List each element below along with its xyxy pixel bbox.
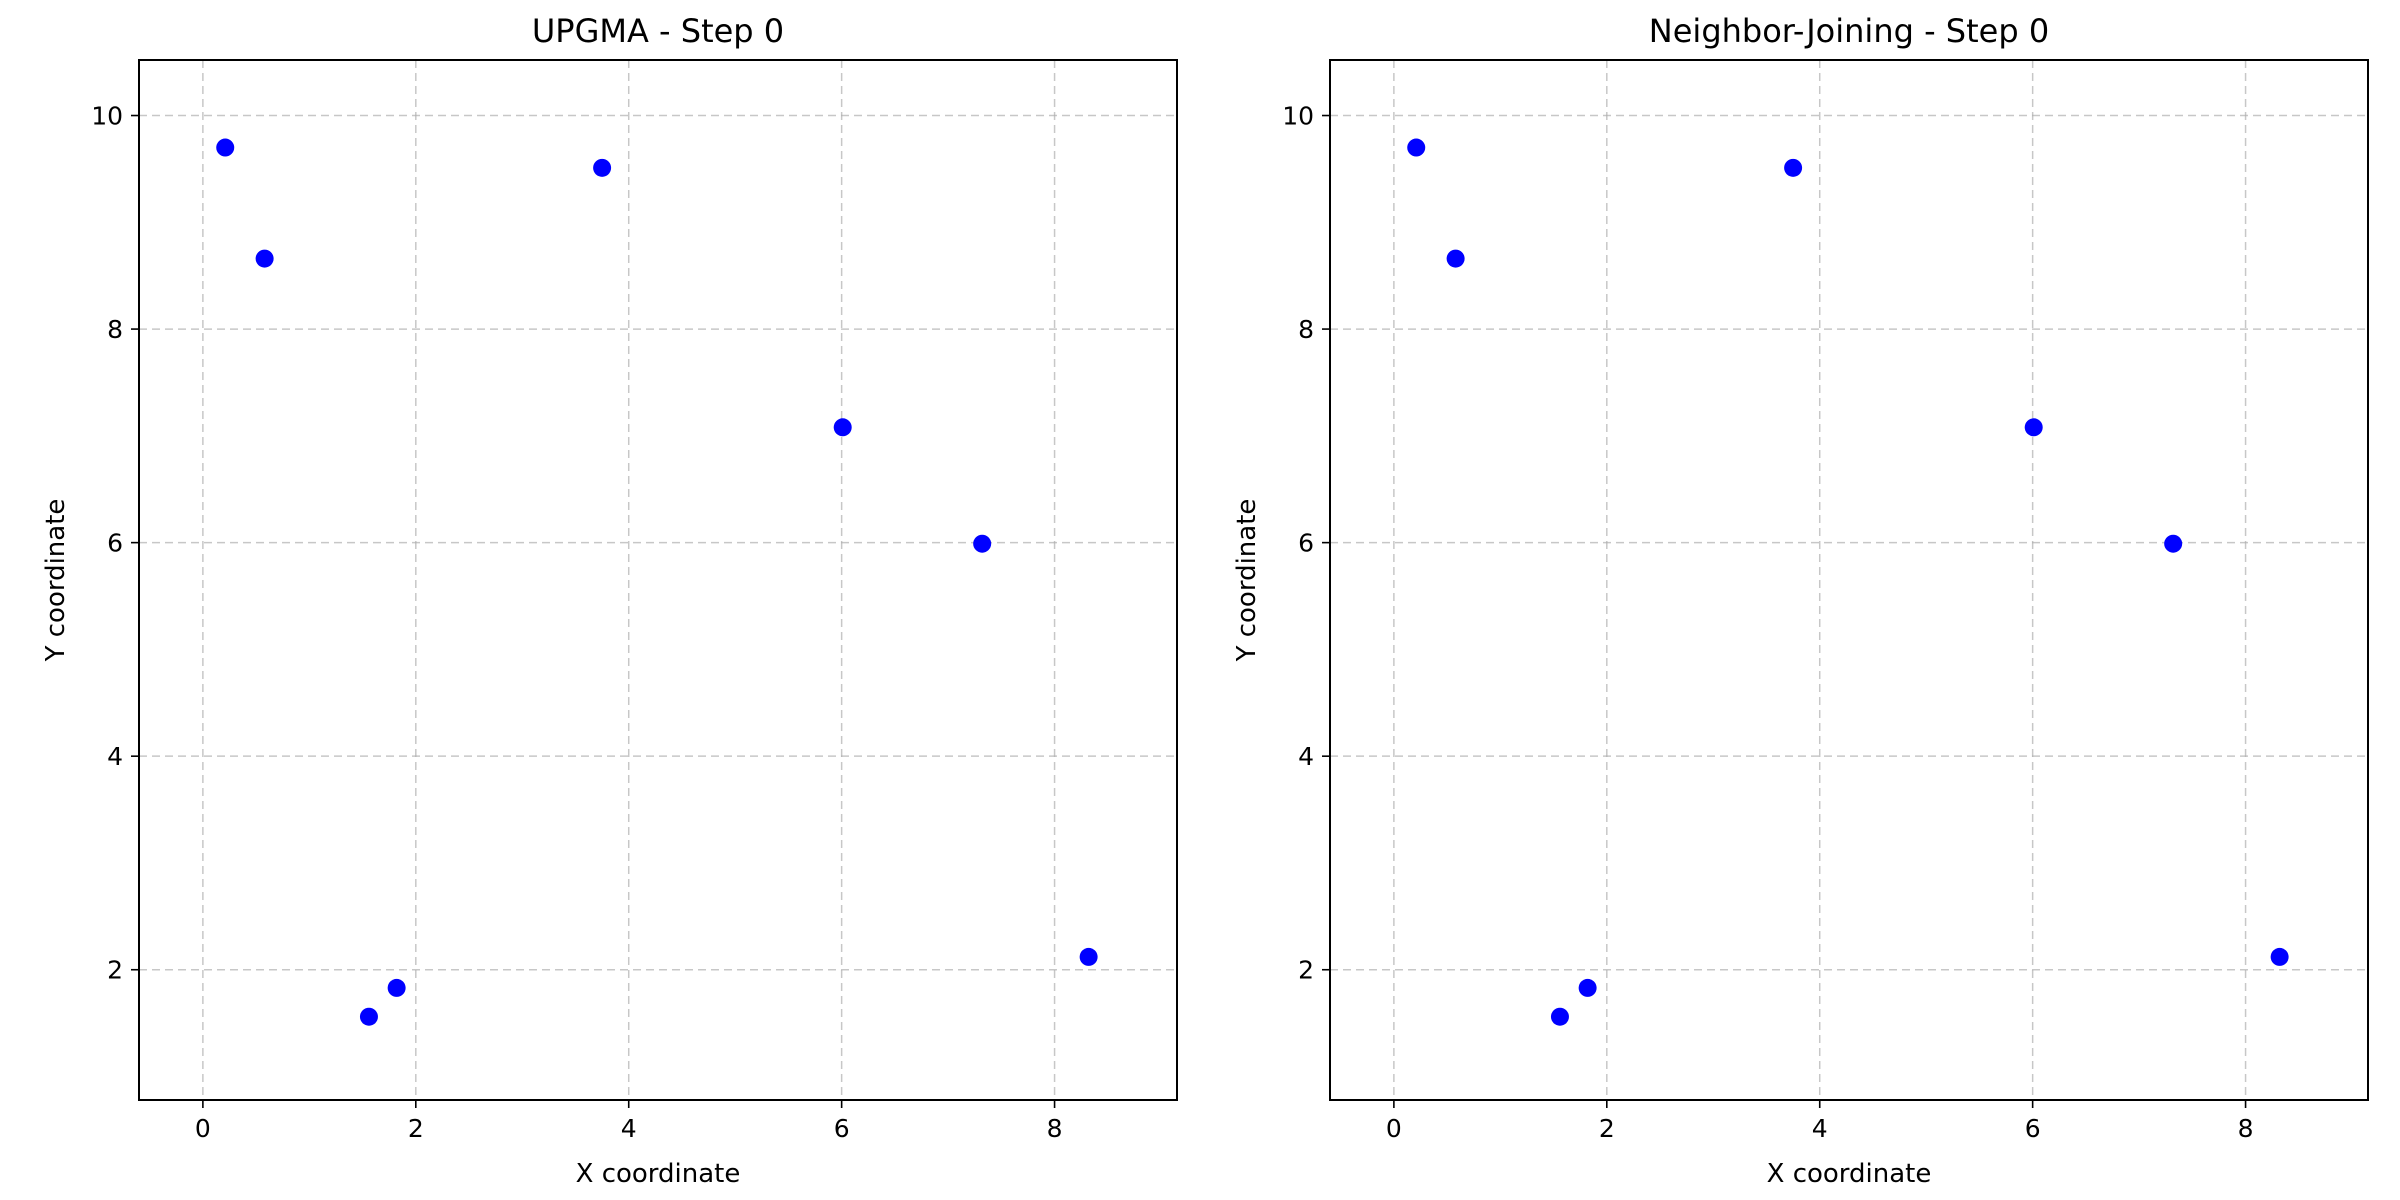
y-tick-label: 10: [91, 102, 123, 131]
y-tick-label: 2: [1298, 956, 1314, 985]
plot-frame: [138, 59, 1178, 1101]
data-point: [833, 418, 852, 437]
grid-layer: [139, 60, 1177, 1100]
data-point: [1446, 249, 1465, 268]
y-axis-label: Y coordinate: [1232, 499, 1262, 663]
data-point: [216, 138, 235, 157]
y-tick-label: 8: [1298, 315, 1314, 344]
chart-neighbor-joining: 0 2 4 6 8 2 4 6 8 10 Neighbor-Joining - Step 0 X …: [1232, 12, 2369, 1189]
x-tick-label: 2: [1599, 1114, 1615, 1143]
data-point: [1407, 138, 1426, 157]
x-tick-label: 6: [834, 1114, 850, 1143]
y-tick-label: 4: [107, 742, 123, 771]
x-tick-label: 0: [195, 1114, 211, 1143]
x-tick-label: 0: [1386, 1114, 1402, 1143]
data-point: [2164, 534, 2183, 553]
data-point: [359, 1007, 378, 1026]
data-point: [255, 249, 274, 268]
y-tick-label: 2: [107, 956, 123, 985]
y-tick-label: 6: [1298, 529, 1314, 558]
data-point: [973, 534, 992, 553]
x-tick-label: 4: [621, 1114, 637, 1143]
ticks-layer: 0 2 4 6 8 2 4 6 8 10: [91, 102, 1062, 1143]
y-tick-label: 10: [1282, 102, 1314, 131]
y-tick-label: 4: [1298, 742, 1314, 771]
x-axis-label: X coordinate: [576, 1159, 741, 1189]
y-tick-label: 8: [107, 315, 123, 344]
grid-layer: [1330, 60, 2368, 1100]
data-point: [2024, 418, 2043, 437]
y-axis-label: Y coordinate: [41, 499, 71, 663]
x-tick-label: 2: [408, 1114, 424, 1143]
chart-title: Neighbor-Joining - Step 0: [1649, 12, 2049, 50]
y-tick-label: 6: [107, 529, 123, 558]
ticks-layer: 0 2 4 6 8 2 4 6 8 10: [1282, 102, 2253, 1143]
data-point: [1784, 158, 1803, 177]
data-point: [593, 158, 612, 177]
x-axis-label: X coordinate: [1767, 1159, 1932, 1189]
data-point: [1079, 947, 1098, 966]
x-tick-label: 6: [2025, 1114, 2041, 1143]
plot-frame: [1329, 59, 2369, 1101]
data-point: [387, 978, 406, 997]
data-point: [1550, 1007, 1569, 1026]
x-tick-label: 4: [1812, 1114, 1828, 1143]
chart-title: UPGMA - Step 0: [532, 12, 784, 50]
x-tick-label: 8: [2238, 1114, 2254, 1143]
points-layer: [216, 138, 1098, 1026]
x-tick-label: 8: [1047, 1114, 1063, 1143]
data-point: [1578, 978, 1597, 997]
points-layer: [1407, 138, 2289, 1026]
data-point: [2270, 947, 2289, 966]
